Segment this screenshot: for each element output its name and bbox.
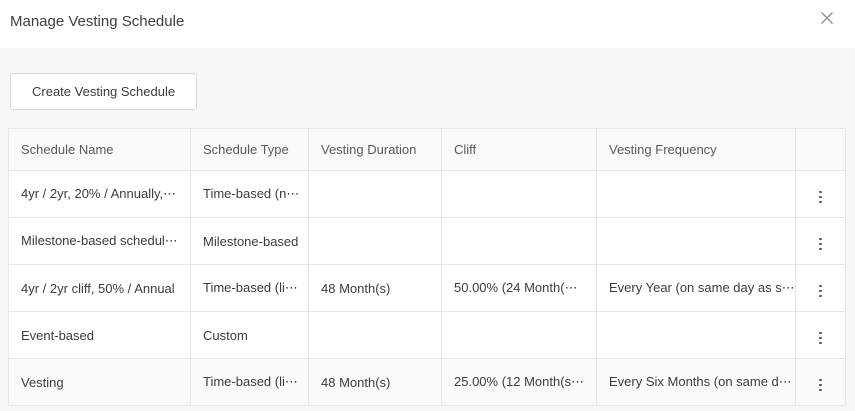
cell-actions: [795, 358, 846, 406]
kebab-vertical-icon: [819, 294, 822, 297]
table-row: Vesting Time-based (li⋯ 48 Month(s) 25.00% …: [8, 358, 846, 406]
cell-cliff: 25.00% (12 Month(s⋯: [441, 358, 597, 406]
x-icon: [821, 12, 833, 24]
cell-actions: [795, 264, 846, 312]
cell-schedule-type: Time-based (li⋯: [190, 264, 309, 312]
cell-vesting-frequency: Every Six Months (on same d⋯: [596, 358, 796, 406]
table-row: Event-based Custom: [8, 311, 846, 359]
cell-cliff: [441, 311, 597, 359]
table-header: Schedule Name Schedule Type Vesting Dura…: [8, 128, 846, 171]
dialog-title: Manage Vesting Schedule: [10, 13, 185, 30]
cell-actions: [795, 217, 846, 265]
row-actions-menu-button[interactable]: [813, 281, 828, 302]
table-row: 4yr / 2yr, 20% / Annually,⋯ Time-based (n…: [8, 170, 846, 218]
cell-vesting-duration: [308, 170, 442, 218]
row-actions-menu-button[interactable]: [813, 234, 828, 255]
cell-vesting-duration: [308, 217, 442, 265]
table-row: Milestone-based schedul⋯ Milestone-based: [8, 217, 846, 265]
table-body: 4yr / 2yr, 20% / Annually,⋯ Time-based (n…: [8, 170, 846, 406]
cell-schedule-type: Milestone-based: [190, 217, 309, 265]
table-row: 4yr / 2yr cliff, 50% / Annual Time-based …: [8, 264, 846, 312]
cell-schedule-name: Vesting: [8, 358, 191, 406]
row-actions-menu-button[interactable]: [813, 328, 828, 349]
cell-schedule-name: 4yr / 2yr, 20% / Annually,⋯: [8, 170, 191, 218]
cell-cliff: [441, 217, 597, 265]
cell-vesting-duration: [308, 311, 442, 359]
cell-schedule-name: 4yr / 2yr cliff, 50% / Annual: [8, 264, 191, 312]
cell-schedule-type: Time-based (li⋯: [190, 358, 309, 406]
column-header-vesting-frequency: Vesting Frequency: [596, 128, 796, 171]
kebab-vertical-icon: [819, 195, 822, 198]
kebab-vertical-icon: [819, 284, 822, 287]
cell-actions: [795, 170, 846, 218]
dialog-body: Create Vesting Schedule Schedule Name Sc…: [0, 48, 855, 411]
kebab-vertical-icon: [819, 388, 822, 391]
kebab-vertical-icon: [819, 341, 822, 344]
cell-schedule-type: Time-based (n⋯: [190, 170, 309, 218]
cell-vesting-frequency: [596, 217, 796, 265]
kebab-vertical-icon: [819, 383, 822, 386]
dialog-titlebar: Manage Vesting Schedule: [0, 0, 855, 48]
row-actions-menu-button[interactable]: [813, 375, 828, 396]
cell-vesting-duration: 48 Month(s): [308, 264, 442, 312]
close-button[interactable]: [818, 9, 836, 27]
cell-cliff: [441, 170, 597, 218]
column-header-schedule-name: Schedule Name: [8, 128, 191, 171]
cell-schedule-type: Custom: [190, 311, 309, 359]
row-actions-menu-button[interactable]: [813, 187, 828, 208]
cell-schedule-name: Milestone-based schedul⋯: [8, 217, 191, 265]
column-header-actions: [795, 128, 846, 171]
cell-schedule-name: Event-based: [8, 311, 191, 359]
create-vesting-schedule-button[interactable]: Create Vesting Schedule: [10, 73, 198, 110]
cell-actions: [795, 311, 846, 359]
column-header-cliff: Cliff: [441, 128, 597, 171]
kebab-vertical-icon: [819, 242, 822, 245]
cell-vesting-duration: 48 Month(s): [308, 358, 442, 406]
kebab-vertical-icon: [819, 378, 822, 381]
kebab-vertical-icon: [819, 247, 822, 250]
cell-vesting-frequency: [596, 311, 796, 359]
kebab-vertical-icon: [819, 331, 822, 334]
vesting-schedule-table: Schedule Name Schedule Type Vesting Dura…: [8, 128, 846, 406]
column-header-schedule-type: Schedule Type: [190, 128, 309, 171]
kebab-vertical-icon: [819, 336, 822, 339]
kebab-vertical-icon: [819, 237, 822, 240]
kebab-vertical-icon: [819, 289, 822, 292]
cell-vesting-frequency: [596, 170, 796, 218]
cell-cliff: 50.00% (24 Month(⋯: [441, 264, 597, 312]
kebab-vertical-icon: [819, 200, 822, 203]
cell-vesting-frequency: Every Year (on same day as s⋯: [596, 264, 796, 312]
kebab-vertical-icon: [819, 190, 822, 193]
column-header-vesting-duration: Vesting Duration: [308, 128, 442, 171]
